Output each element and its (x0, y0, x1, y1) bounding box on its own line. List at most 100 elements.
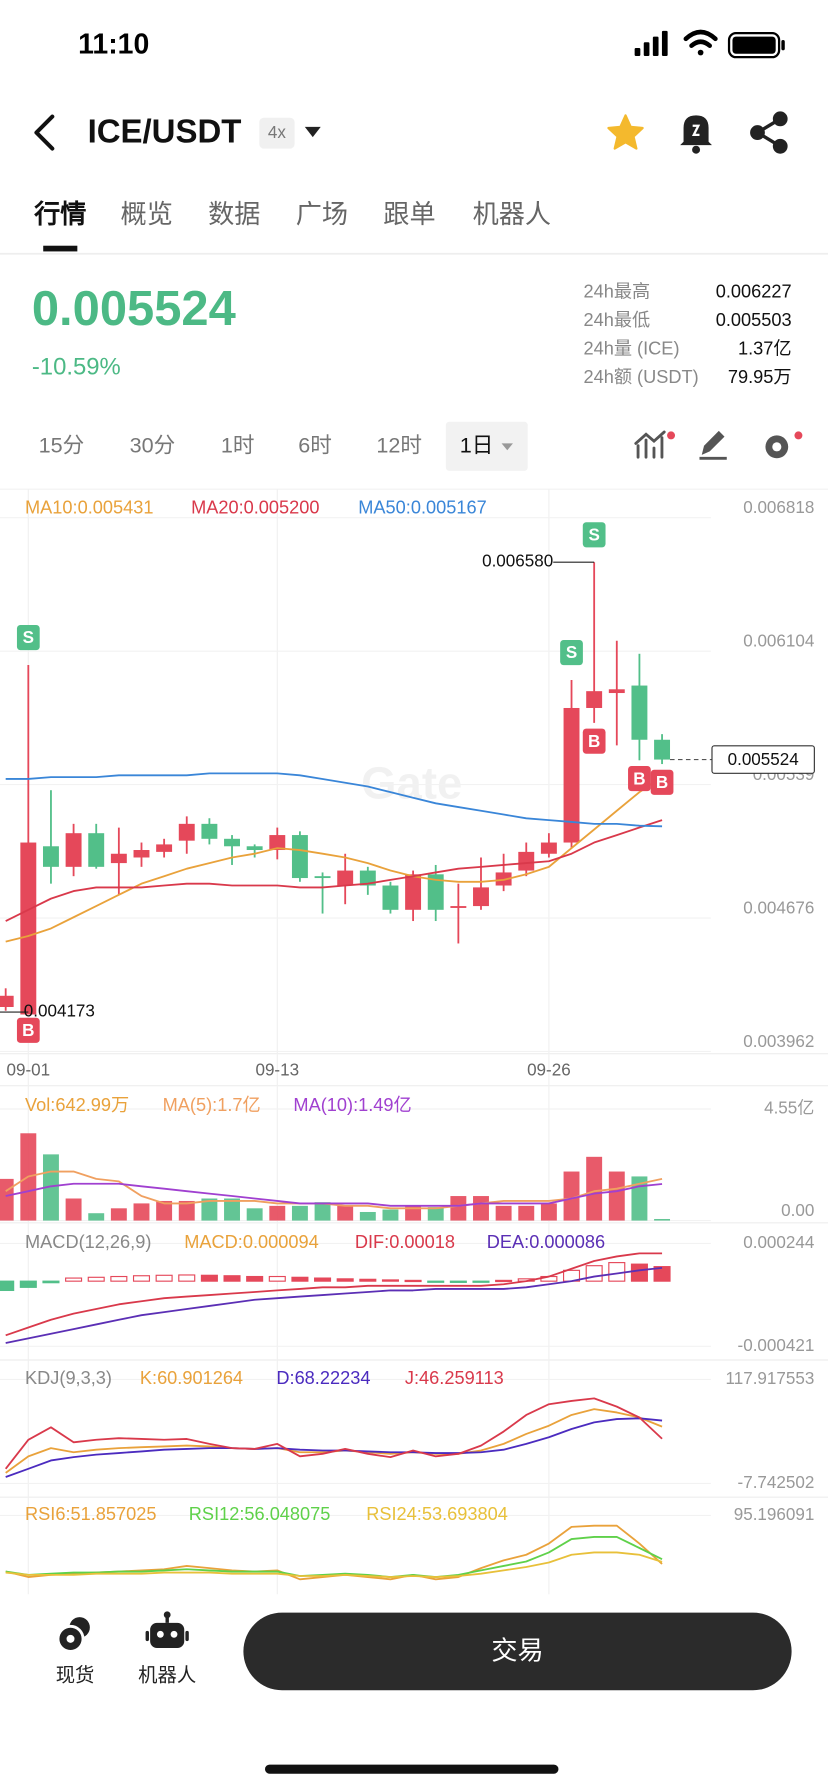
volume-bar (654, 1218, 671, 1221)
interval-dropdown (501, 443, 513, 451)
tab[interactable]: 机器人 (473, 199, 551, 229)
macd-bar (336, 1278, 354, 1282)
candle-body (246, 846, 263, 851)
tab[interactable]: 跟单 (383, 199, 435, 229)
stat-label: 24h额 (USDT) (583, 366, 698, 387)
volume-bar (473, 1196, 489, 1221)
indicator-line (5, 1170, 663, 1210)
trade-marker-label: S (588, 525, 599, 544)
leverage-badge (259, 117, 295, 149)
favorite-star[interactable] (607, 114, 644, 150)
indicator-line (5, 1252, 663, 1337)
settings-button[interactable] (765, 431, 803, 459)
volume-bar (88, 1213, 105, 1221)
interval[interactable]: 1日 (460, 433, 494, 458)
alert-bell[interactable] (680, 115, 712, 154)
legend-entry: RSI24:53.693804 (366, 1503, 508, 1524)
legend-entry: D:68.22234 (276, 1367, 370, 1388)
tab[interactable]: 行情 (33, 199, 86, 229)
stat-value: 0.005503 (716, 309, 792, 330)
stat-label: 24h量 (ICE) (583, 337, 679, 358)
back-button[interactable] (34, 114, 55, 151)
volume-bar (133, 1203, 150, 1221)
candle-body (563, 707, 580, 843)
volume-bar (337, 1205, 354, 1221)
candle-body (201, 823, 218, 839)
interval[interactable]: 6时 (298, 433, 332, 458)
macd-bar (653, 1266, 671, 1282)
y-tick-label: 0.006818 (743, 498, 814, 517)
interval-bar: 15分 30分 1时 6时 12时 1日 (39, 421, 528, 471)
macd-bar (132, 1275, 151, 1282)
trade-marker-label: B (22, 1021, 34, 1040)
interval-active-bg (445, 421, 528, 471)
volume-bar (382, 1209, 399, 1221)
pair-dropdown[interactable] (304, 126, 321, 138)
candle-body (156, 844, 173, 852)
volume-bar (450, 1196, 467, 1221)
low-label: 0.004173 (24, 1002, 95, 1021)
trade-marker (16, 624, 40, 651)
legend-entry: RSI12:56.048075 (189, 1503, 331, 1524)
price-change: -10.59% (32, 353, 121, 380)
macd-bar (223, 1275, 241, 1282)
indicator-line (5, 1551, 663, 1578)
indicator-line (5, 819, 663, 922)
indicator-line (5, 1266, 663, 1344)
volume-bar (405, 1205, 422, 1221)
indicator-button[interactable] (634, 430, 676, 459)
trade-button-label[interactable]: 交易 (491, 1635, 543, 1665)
interval[interactable]: 1时 (221, 433, 255, 458)
y-tick-label: -7.742502 (738, 1473, 815, 1492)
candle-body (473, 887, 489, 907)
legend-entry: MACD(12,26,9) (25, 1231, 151, 1252)
y-tick-label: 0.00 (781, 1201, 814, 1220)
pair-title[interactable]: ICE/USDT (88, 113, 242, 150)
volume-bar (0, 1178, 14, 1221)
candle-body (65, 833, 82, 867)
volume-bar (65, 1198, 82, 1221)
legend-entry: DEA:0.000086 (487, 1231, 605, 1252)
share-icon[interactable] (750, 111, 788, 154)
trade-button[interactable] (243, 1612, 792, 1691)
tab[interactable]: 广场 (296, 199, 348, 229)
interval[interactable]: 30分 (130, 433, 176, 458)
tab[interactable]: 数据 (208, 199, 260, 229)
macd-bar (291, 1276, 309, 1282)
stat-value: 79.95万 (728, 366, 792, 387)
tab[interactable]: 概览 (121, 199, 173, 229)
y-tick-label: 4.55亿 (764, 1098, 814, 1117)
nav-item[interactable]: 机器人 (138, 1665, 196, 1687)
x-tick-label: 09-01 (7, 1060, 51, 1079)
candle-body (631, 685, 648, 740)
spot-icon[interactable] (56, 1617, 90, 1653)
interval[interactable]: 12时 (376, 433, 422, 458)
candle-body (291, 835, 308, 879)
legend-entry: MA(5):1.7亿 (163, 1094, 261, 1115)
legend-entry: MA10:0.005431 (25, 496, 153, 517)
y-tick-label: 95.196091 (734, 1505, 815, 1524)
interval[interactable]: 15分 (39, 433, 85, 458)
macd-bar (200, 1274, 218, 1282)
legend-entry: K:60.901264 (140, 1367, 243, 1388)
macd-bar (155, 1274, 173, 1282)
macd-bar (427, 1280, 445, 1283)
candle-body (269, 835, 286, 851)
volume-bar (291, 1205, 308, 1221)
volume-bar (495, 1205, 512, 1221)
y-tick-label: 0.000244 (743, 1233, 814, 1252)
macd-bar (42, 1280, 60, 1284)
candle-body (405, 874, 422, 910)
nav-item[interactable]: 现货 (56, 1665, 95, 1687)
macd-bar (585, 1265, 603, 1282)
trade-marker (650, 769, 674, 795)
robot-icon[interactable] (145, 1611, 189, 1648)
y-tick-label: 117.917553 (726, 1369, 815, 1388)
macd-bar (381, 1279, 399, 1282)
macd-bar (268, 1275, 286, 1282)
trade-marker (628, 766, 651, 792)
trade-marker (582, 522, 606, 548)
draw-button[interactable] (699, 430, 727, 460)
